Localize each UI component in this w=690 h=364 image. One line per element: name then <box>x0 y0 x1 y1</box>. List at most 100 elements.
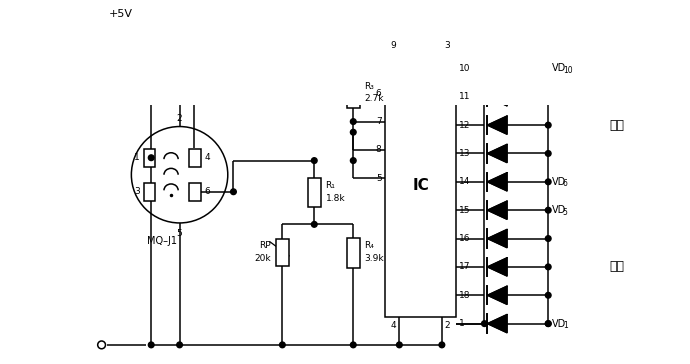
Polygon shape <box>487 201 507 219</box>
Polygon shape <box>487 286 507 304</box>
Circle shape <box>148 155 154 161</box>
Text: R₄: R₄ <box>364 241 375 250</box>
Circle shape <box>545 66 551 71</box>
Text: 3: 3 <box>445 41 451 50</box>
Text: 14: 14 <box>459 177 471 186</box>
Text: MQ–J1: MQ–J1 <box>147 236 177 246</box>
Circle shape <box>545 321 551 327</box>
Text: 1: 1 <box>563 321 567 330</box>
Circle shape <box>545 321 551 327</box>
Text: 6: 6 <box>563 179 568 189</box>
Text: 16: 16 <box>459 234 471 243</box>
Circle shape <box>545 179 551 185</box>
Circle shape <box>545 151 551 156</box>
Circle shape <box>482 66 487 71</box>
Circle shape <box>545 122 551 128</box>
Text: 7: 7 <box>376 117 382 126</box>
Text: VD: VD <box>552 205 566 215</box>
Polygon shape <box>487 88 507 106</box>
Circle shape <box>351 342 356 348</box>
Text: VD: VD <box>552 177 566 187</box>
Bar <box>190 149 201 167</box>
Circle shape <box>279 342 285 348</box>
Circle shape <box>351 51 356 57</box>
Circle shape <box>545 292 551 298</box>
Circle shape <box>545 66 551 71</box>
Bar <box>144 149 155 167</box>
Bar <box>308 178 321 207</box>
Circle shape <box>351 119 356 124</box>
Circle shape <box>482 321 487 327</box>
Circle shape <box>311 222 317 227</box>
Text: 5: 5 <box>177 229 182 238</box>
Text: 2: 2 <box>445 321 451 330</box>
Circle shape <box>439 342 445 348</box>
Polygon shape <box>487 258 507 276</box>
Circle shape <box>230 189 236 195</box>
Polygon shape <box>487 173 507 191</box>
Circle shape <box>351 23 356 29</box>
Text: 2: 2 <box>177 114 182 123</box>
Circle shape <box>351 129 356 135</box>
Text: 18: 18 <box>459 291 471 300</box>
Polygon shape <box>487 314 507 333</box>
Text: 13: 13 <box>459 149 471 158</box>
Text: 15: 15 <box>459 206 471 215</box>
Text: 4: 4 <box>391 321 397 330</box>
Text: RP: RP <box>259 241 271 250</box>
Bar <box>347 238 359 268</box>
Text: 红色: 红色 <box>609 119 624 132</box>
Text: 17: 17 <box>459 262 471 272</box>
Text: 1: 1 <box>459 319 464 328</box>
Circle shape <box>351 23 356 29</box>
Circle shape <box>439 23 445 29</box>
Circle shape <box>397 342 402 348</box>
Text: 20k: 20k <box>255 254 271 263</box>
Text: 3: 3 <box>134 187 140 196</box>
Text: 绿色: 绿色 <box>609 260 624 273</box>
Text: VD: VD <box>552 63 566 74</box>
Text: 4: 4 <box>204 153 210 162</box>
Circle shape <box>545 207 551 213</box>
Circle shape <box>148 342 154 348</box>
Polygon shape <box>487 116 507 134</box>
Bar <box>385 54 456 317</box>
Polygon shape <box>487 229 507 248</box>
Text: 10: 10 <box>563 66 573 75</box>
Text: 6: 6 <box>376 89 382 98</box>
Bar <box>144 182 155 201</box>
Circle shape <box>148 23 154 29</box>
Text: 10: 10 <box>459 64 471 73</box>
Circle shape <box>397 23 402 29</box>
Text: IC: IC <box>412 178 429 193</box>
Text: 6: 6 <box>204 187 210 196</box>
Circle shape <box>98 22 106 30</box>
Text: 12: 12 <box>459 120 471 130</box>
Polygon shape <box>487 144 507 163</box>
Circle shape <box>191 23 197 29</box>
Text: R₃: R₃ <box>364 82 375 91</box>
Polygon shape <box>487 59 507 78</box>
Circle shape <box>545 94 551 100</box>
Text: 11: 11 <box>459 92 471 101</box>
Text: 1.8k: 1.8k <box>326 194 345 203</box>
Circle shape <box>191 23 197 29</box>
Text: 2.7k: 2.7k <box>364 94 384 103</box>
Circle shape <box>98 341 106 349</box>
Bar <box>276 239 288 266</box>
Text: VD: VD <box>552 318 566 329</box>
Circle shape <box>545 264 551 270</box>
Text: 5: 5 <box>563 208 568 217</box>
Circle shape <box>311 158 317 163</box>
Bar <box>347 78 359 108</box>
Text: 3.9k: 3.9k <box>364 254 384 263</box>
Circle shape <box>351 158 356 163</box>
Text: 1: 1 <box>134 153 140 162</box>
Text: 9: 9 <box>391 41 397 50</box>
Circle shape <box>397 23 402 29</box>
Text: 5: 5 <box>376 174 382 183</box>
Circle shape <box>545 236 551 241</box>
Circle shape <box>177 342 182 348</box>
Text: R₁: R₁ <box>326 181 335 190</box>
Text: +5V: +5V <box>109 9 132 19</box>
